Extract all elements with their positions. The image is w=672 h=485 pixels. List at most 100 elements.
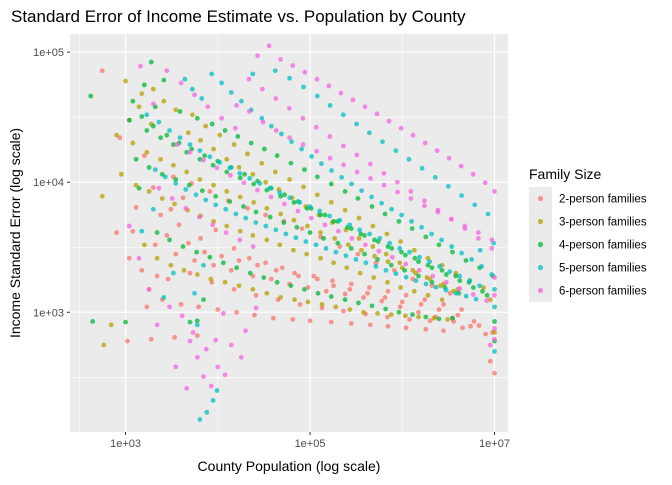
data-point <box>362 242 368 248</box>
data-point <box>136 185 142 191</box>
data-point <box>487 358 493 364</box>
data-point <box>213 337 219 343</box>
data-point <box>224 223 230 229</box>
data-point <box>308 215 314 221</box>
data-point <box>281 220 287 225</box>
data-point <box>172 201 177 207</box>
data-point <box>173 180 179 186</box>
data-point <box>172 335 177 340</box>
data-point <box>369 303 375 309</box>
data-point <box>270 315 276 321</box>
data-point <box>374 111 380 117</box>
data-point <box>433 284 439 290</box>
data-point <box>422 198 427 204</box>
data-point <box>248 140 254 146</box>
data-point <box>255 262 260 268</box>
data-point <box>213 227 219 233</box>
data-point <box>228 267 234 273</box>
data-point <box>314 93 320 99</box>
data-point <box>314 276 320 282</box>
data-point <box>470 171 476 177</box>
data-point <box>253 209 259 215</box>
data-point <box>253 220 259 225</box>
data-point <box>232 125 238 131</box>
data-point <box>174 142 180 147</box>
data-point <box>341 143 346 149</box>
data-point <box>331 218 336 224</box>
data-point <box>158 135 164 141</box>
data-point <box>234 265 240 271</box>
data-point <box>439 267 445 273</box>
data-point <box>305 299 311 305</box>
data-point <box>196 214 202 220</box>
data-point <box>277 190 283 196</box>
data-point <box>228 342 234 348</box>
data-point <box>453 290 459 296</box>
data-point <box>318 255 323 261</box>
data-point <box>250 171 256 177</box>
data-point <box>359 188 364 194</box>
data-point <box>370 223 376 229</box>
data-point <box>154 255 160 261</box>
data-point <box>383 306 389 312</box>
data-point <box>460 325 465 331</box>
data-point <box>236 258 242 263</box>
data-point <box>243 328 248 334</box>
data-point <box>492 326 497 331</box>
data-point <box>130 140 136 146</box>
data-point <box>268 123 274 129</box>
data-point <box>130 228 136 234</box>
data-point <box>367 322 373 328</box>
data-point <box>241 204 246 209</box>
data-point <box>314 174 320 180</box>
data-point <box>379 200 385 206</box>
data-point <box>356 235 362 241</box>
data-point <box>224 169 230 175</box>
data-point <box>197 417 203 422</box>
data-point <box>198 137 203 143</box>
data-point <box>261 275 267 280</box>
data-point <box>445 183 451 189</box>
data-point <box>167 237 172 243</box>
data-point <box>150 101 156 107</box>
data-point <box>268 276 274 282</box>
data-point <box>329 168 334 173</box>
data-point <box>144 304 150 310</box>
data-point <box>214 388 220 393</box>
data-point <box>397 245 403 251</box>
data-point <box>371 275 377 280</box>
data-point <box>379 298 385 304</box>
data-point <box>348 226 354 231</box>
data-point <box>220 311 226 316</box>
data-point <box>441 328 446 334</box>
data-point <box>214 165 220 171</box>
data-point <box>108 322 114 328</box>
data-point <box>161 77 167 83</box>
data-point <box>457 286 463 292</box>
data-point <box>197 156 203 162</box>
legend-label: 3-person families <box>559 217 647 229</box>
data-point <box>397 260 403 266</box>
data-point <box>114 230 119 235</box>
data-point <box>318 212 323 218</box>
data-point <box>168 262 174 268</box>
data-point <box>250 244 256 249</box>
data-point <box>150 206 156 212</box>
data-point <box>303 239 309 244</box>
data-point <box>492 304 497 310</box>
data-point <box>330 278 335 284</box>
data-point <box>259 115 265 121</box>
data-point <box>453 273 459 279</box>
data-point <box>341 308 346 314</box>
data-point <box>227 165 233 171</box>
data-point <box>297 301 303 307</box>
data-point <box>184 149 190 155</box>
data-point <box>289 139 294 145</box>
data-point <box>492 319 497 324</box>
data-point <box>337 217 343 223</box>
data-point <box>164 132 170 138</box>
y-axis: 1e+03 1e+04 1e+05 <box>33 47 70 319</box>
data-point <box>182 76 188 82</box>
data-point <box>492 336 497 342</box>
data-point <box>173 107 179 113</box>
